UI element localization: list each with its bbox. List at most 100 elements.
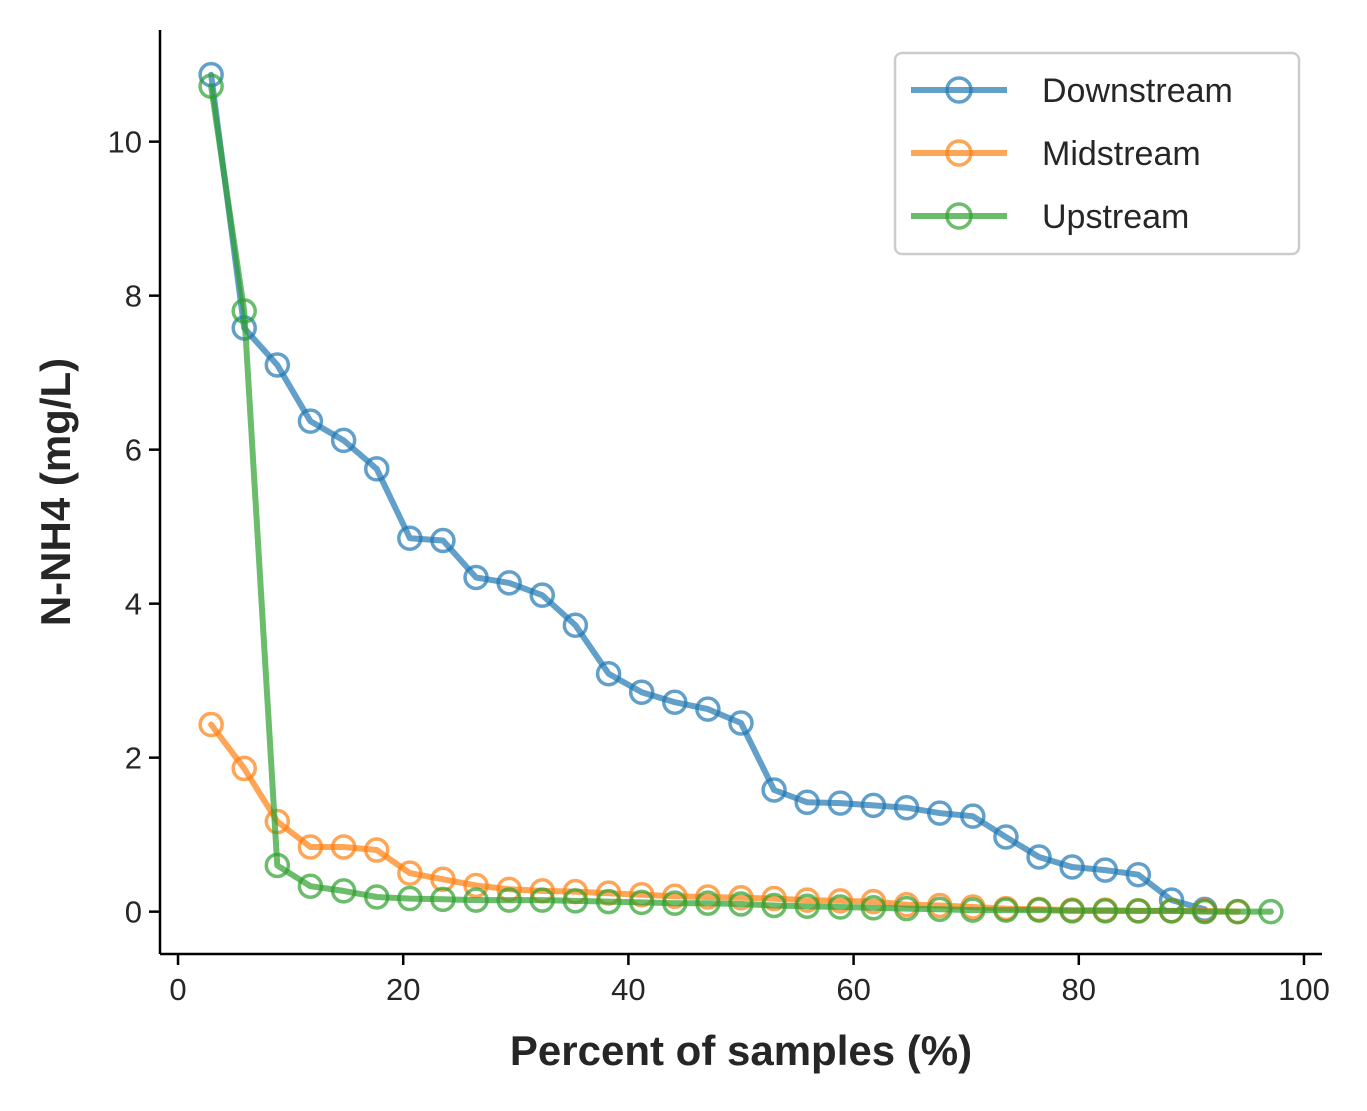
data-point-upstream xyxy=(264,852,291,879)
y-tick-label: 10 xyxy=(108,125,142,160)
axes: 0 20 40 60 80 100 0 2 4 6 8 10 xyxy=(108,30,1330,1007)
data-point-downstream xyxy=(628,679,655,705)
data-point-upstream xyxy=(430,886,456,913)
data-point-downstream xyxy=(860,792,887,819)
data-point-midstream xyxy=(628,881,655,908)
legend-item-upstream: Upstream xyxy=(911,198,1189,236)
data-point-upstream xyxy=(1158,898,1185,924)
data-point-downstream xyxy=(562,612,589,638)
data-point-upstream xyxy=(926,896,953,923)
data-point-midstream xyxy=(463,872,489,899)
legend-marker-upstream xyxy=(945,202,973,230)
data-point-upstream xyxy=(330,878,357,904)
data-point-downstream xyxy=(1092,857,1119,883)
data-point-upstream xyxy=(827,894,854,920)
legend-item-midstream: Midstream xyxy=(911,135,1201,173)
data-point-downstream xyxy=(1026,844,1052,870)
data-point-upstream xyxy=(562,888,589,914)
y-tick-label: 0 xyxy=(125,895,142,930)
data-point-downstream xyxy=(363,456,390,482)
x-tick-label: 60 xyxy=(836,972,870,1007)
data-point-upstream xyxy=(595,888,622,915)
y-tick-label: 8 xyxy=(125,279,142,314)
data-point-upstream xyxy=(794,893,820,920)
data-point-downstream xyxy=(827,790,854,816)
data-point-upstream xyxy=(1125,898,1152,924)
data-point-midstream xyxy=(297,834,324,860)
x-axis-title: Percent of samples (%) xyxy=(510,1027,972,1074)
data-point-downstream xyxy=(297,408,324,434)
legend-item-downstream: Downstream xyxy=(911,72,1233,110)
data-point-upstream xyxy=(1026,897,1052,923)
data-point-upstream xyxy=(1092,898,1119,924)
data-point-upstream xyxy=(198,73,224,99)
data-point-upstream xyxy=(960,897,986,923)
y-tick-label: 2 xyxy=(125,741,142,776)
series-line-downstream xyxy=(208,71,1208,913)
data-point-upstream xyxy=(297,873,324,899)
data-point-downstream xyxy=(993,824,1019,850)
data-point-downstream xyxy=(264,352,291,378)
data-point-upstream xyxy=(463,887,489,913)
data-point-downstream xyxy=(430,527,456,554)
series-line-midstream xyxy=(208,721,1241,915)
x-tick-label: 40 xyxy=(611,972,645,1007)
data-point-upstream xyxy=(728,891,754,917)
data-point-upstream xyxy=(761,892,787,919)
data-point-midstream xyxy=(397,860,423,886)
data-point-downstream xyxy=(397,525,423,551)
data-point-downstream xyxy=(595,660,622,687)
y-tick-label: 6 xyxy=(125,433,142,468)
data-point-downstream xyxy=(695,696,721,722)
data-point-downstream xyxy=(662,689,688,715)
x-tick-label: 100 xyxy=(1278,972,1330,1007)
data-point-upstream xyxy=(1059,898,1085,924)
legend-label-downstream: Downstream xyxy=(1042,72,1233,110)
series-upstream xyxy=(198,73,1284,925)
data-point-midstream xyxy=(662,883,688,909)
data-point-upstream xyxy=(529,887,556,913)
y-tick-label: 4 xyxy=(125,587,142,622)
data-point-downstream xyxy=(463,564,489,591)
data-point-downstream xyxy=(1125,861,1152,888)
data-point-upstream xyxy=(662,890,688,916)
data-point-downstream xyxy=(496,570,522,596)
data-point-upstream xyxy=(695,890,721,916)
data-point-upstream xyxy=(1225,898,1251,925)
data-point-downstream xyxy=(728,710,754,736)
legend: Downstream Midstream Upstream xyxy=(893,51,1301,256)
data-point-upstream xyxy=(628,889,655,916)
data-point-downstream xyxy=(794,789,820,816)
x-tick-label: 20 xyxy=(386,972,420,1007)
x-tick-label: 0 xyxy=(169,972,186,1007)
data-point-upstream xyxy=(860,895,887,921)
data-point-upstream xyxy=(893,895,920,922)
plot-series xyxy=(198,61,1284,925)
data-point-midstream xyxy=(198,711,224,738)
data-point-upstream xyxy=(993,897,1019,923)
data-point-midstream xyxy=(430,866,456,893)
legend-marker-midstream xyxy=(945,139,973,167)
legend-label-midstream: Midstream xyxy=(1042,135,1201,173)
data-point-upstream xyxy=(496,887,522,913)
data-point-upstream xyxy=(231,298,257,324)
data-point-downstream xyxy=(761,777,787,803)
data-point-downstream xyxy=(960,803,986,829)
data-point-upstream xyxy=(363,884,390,910)
data-point-downstream xyxy=(330,427,357,454)
data-point-midstream xyxy=(330,834,357,860)
data-point-downstream xyxy=(893,794,920,821)
y-axis-title: N-NH4 (mg/L) xyxy=(32,358,79,626)
x-tick-label: 80 xyxy=(1062,972,1096,1007)
legend-box xyxy=(893,51,1301,256)
data-point-upstream xyxy=(1258,898,1284,925)
data-point-midstream xyxy=(761,885,787,912)
legend-marker-downstream xyxy=(945,76,973,104)
legend-label-upstream: Upstream xyxy=(1042,198,1189,236)
data-point-upstream xyxy=(1191,898,1218,925)
data-point-downstream xyxy=(529,582,556,608)
data-point-upstream xyxy=(397,885,423,912)
data-point-downstream xyxy=(1059,854,1085,880)
